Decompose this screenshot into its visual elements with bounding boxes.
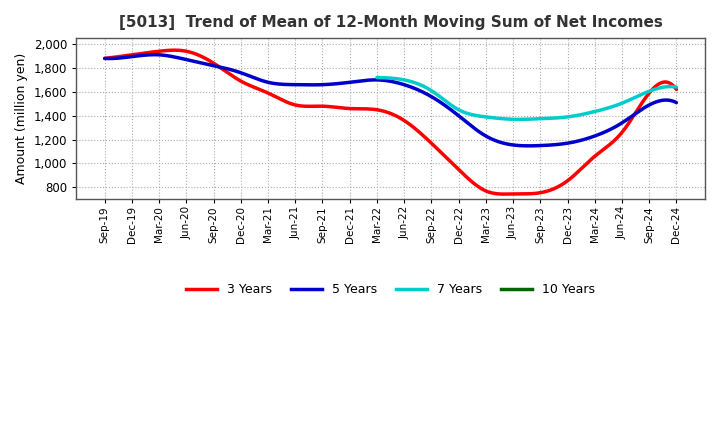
Title: [5013]  Trend of Mean of 12-Month Moving Sum of Net Incomes: [5013] Trend of Mean of 12-Month Moving …	[119, 15, 662, 30]
Legend: 3 Years, 5 Years, 7 Years, 10 Years: 3 Years, 5 Years, 7 Years, 10 Years	[181, 278, 600, 301]
Y-axis label: Amount (million yen): Amount (million yen)	[15, 53, 28, 184]
